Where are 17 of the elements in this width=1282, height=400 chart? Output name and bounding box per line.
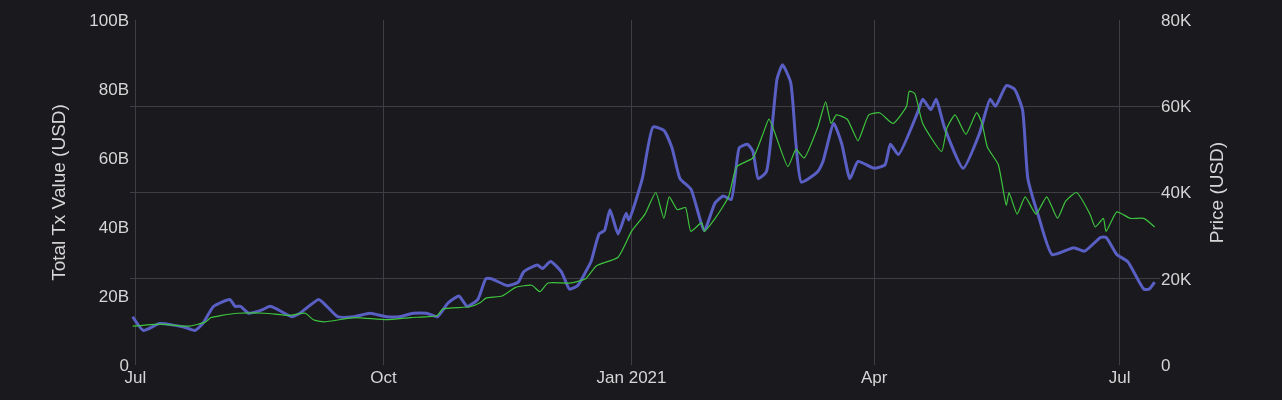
y-tick-label: 40B <box>98 217 129 237</box>
y-axis-title: Total Tx Value (USD) <box>48 104 70 281</box>
y2-tick-label: 0 <box>1161 355 1171 375</box>
y-tick-label: 0 <box>119 355 129 375</box>
x-tick-label: Jan 2021 <box>596 368 667 387</box>
x-tick-label: Oct <box>370 368 397 387</box>
x-tick-label: Jul <box>1108 368 1131 387</box>
y2-axis-title: Price (USD) <box>1205 141 1227 244</box>
y2-tick-label: 60K <box>1161 97 1192 117</box>
y2-tick-label: 20K <box>1161 269 1192 289</box>
y2-tick-label: 40K <box>1161 183 1192 203</box>
y-tick-label: 100B <box>89 10 129 30</box>
x-tick-label: Apr <box>860 368 888 387</box>
y-tick-label: 60B <box>98 148 129 168</box>
y-tick-label: 80B <box>98 79 129 99</box>
y2-tick-label: 80K <box>1161 10 1192 30</box>
y-tick-label: 20B <box>98 286 129 306</box>
